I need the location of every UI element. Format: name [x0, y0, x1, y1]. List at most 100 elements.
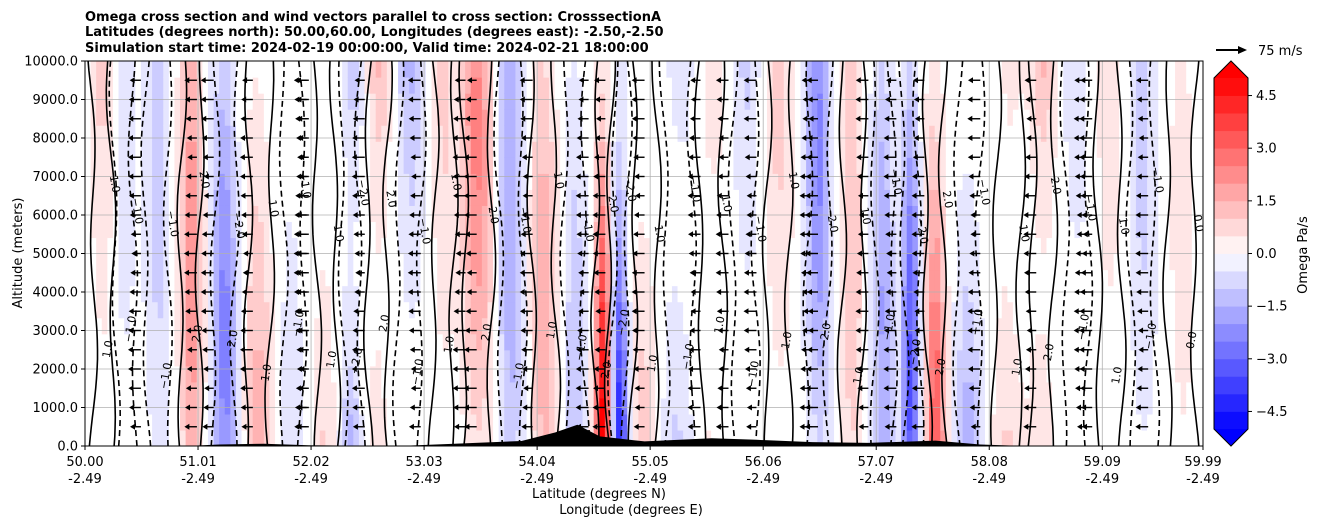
omega-cell — [1147, 429, 1154, 446]
omega-cell — [235, 301, 243, 319]
omega-cell — [951, 429, 958, 446]
omega-cell — [1163, 237, 1171, 255]
omega-cell — [984, 429, 992, 446]
omega-cell — [934, 381, 941, 399]
omega-cell — [1113, 189, 1120, 206]
omega-cell — [515, 253, 522, 271]
omega-cell — [962, 125, 969, 142]
omega-cell — [425, 285, 433, 303]
omega-cell — [604, 333, 612, 351]
omega-cell — [196, 429, 203, 446]
omega-cell — [207, 397, 215, 415]
omega-cell — [230, 189, 237, 206]
omega-cell — [146, 205, 153, 223]
omega-cell — [1068, 221, 1076, 239]
omega-cell — [347, 253, 354, 271]
omega-cell — [96, 333, 103, 351]
omega-cell — [688, 253, 695, 271]
omega-cell — [828, 269, 835, 287]
omega-cell — [968, 157, 975, 174]
omega-cell — [571, 109, 578, 126]
omega-cell — [303, 285, 310, 303]
omega-cell — [515, 301, 522, 319]
omega-cell — [476, 77, 483, 94]
omega-cell — [1046, 221, 1053, 239]
omega-cell — [386, 125, 394, 142]
omega-cell — [364, 365, 371, 383]
omega-cell — [940, 381, 947, 399]
omega-cell — [1180, 61, 1187, 78]
omega-cell — [889, 141, 897, 158]
omega-cell — [901, 141, 908, 158]
omega-cell — [191, 61, 198, 78]
omega-cell — [1163, 253, 1171, 271]
omega-cell — [258, 429, 265, 446]
omega-cell — [582, 93, 589, 110]
omega-cell — [353, 429, 360, 446]
omega-cell — [817, 301, 824, 319]
omega-cell — [515, 397, 522, 415]
omega-cell — [649, 93, 656, 110]
omega-cell — [984, 221, 992, 239]
omega-cell — [576, 413, 584, 431]
omega-cell — [593, 413, 600, 431]
omega-cell — [1001, 429, 1008, 446]
omega-cell — [370, 109, 377, 126]
omega-cell — [627, 109, 634, 126]
omega-cell — [699, 189, 707, 206]
omega-cell — [325, 93, 332, 110]
omega-cell — [565, 333, 572, 351]
omega-cell — [252, 269, 259, 287]
omega-cell — [968, 221, 975, 239]
omega-cell — [118, 93, 125, 110]
omega-cell — [711, 381, 718, 399]
omega-cell — [750, 61, 757, 78]
omega-cell — [526, 381, 533, 399]
omega-cell — [867, 269, 874, 287]
omega-cell — [878, 301, 885, 319]
omega-cell — [101, 301, 108, 319]
omega-cell — [789, 141, 796, 158]
omega-cell — [800, 61, 807, 78]
omega-cell — [414, 93, 421, 110]
omega-cell — [470, 237, 477, 255]
omega-cell — [1029, 301, 1036, 319]
omega-cell — [146, 397, 153, 415]
omega-cell — [923, 141, 930, 158]
omega-cell — [1163, 285, 1171, 303]
omega-cell — [1007, 221, 1014, 239]
omega-cell — [694, 173, 701, 190]
omega-cell — [1018, 189, 1025, 206]
omega-cell — [688, 365, 695, 383]
omega-cell — [453, 125, 461, 142]
omega-cell — [839, 317, 846, 335]
omega-cell — [493, 269, 500, 287]
omega-cell — [588, 397, 595, 415]
omega-cell — [548, 125, 556, 142]
omega-cell — [303, 157, 310, 174]
omega-cell — [761, 141, 768, 158]
omega-cell — [1130, 285, 1137, 303]
omega-cell — [308, 109, 315, 126]
omega-cell — [794, 205, 802, 223]
omega-cell — [448, 349, 455, 367]
omega-cell — [761, 61, 768, 78]
omega-cell — [1024, 61, 1031, 78]
omega-cell — [118, 157, 125, 174]
wind-vector-head — [72, 424, 77, 430]
omega-cell — [420, 141, 427, 158]
omega-cell — [196, 269, 203, 287]
omega-cell — [370, 141, 377, 158]
omega-cell — [325, 237, 332, 255]
omega-cell — [666, 349, 673, 367]
omega-cell — [1024, 381, 1031, 399]
omega-cell — [442, 285, 449, 303]
omega-cell — [504, 429, 511, 446]
omega-cell — [470, 301, 477, 319]
omega-cell — [1113, 429, 1120, 446]
omega-cell — [621, 317, 628, 335]
omega-cell — [968, 333, 975, 351]
omega-cell — [308, 365, 315, 383]
omega-cell — [465, 125, 472, 142]
omega-cell — [554, 77, 561, 94]
